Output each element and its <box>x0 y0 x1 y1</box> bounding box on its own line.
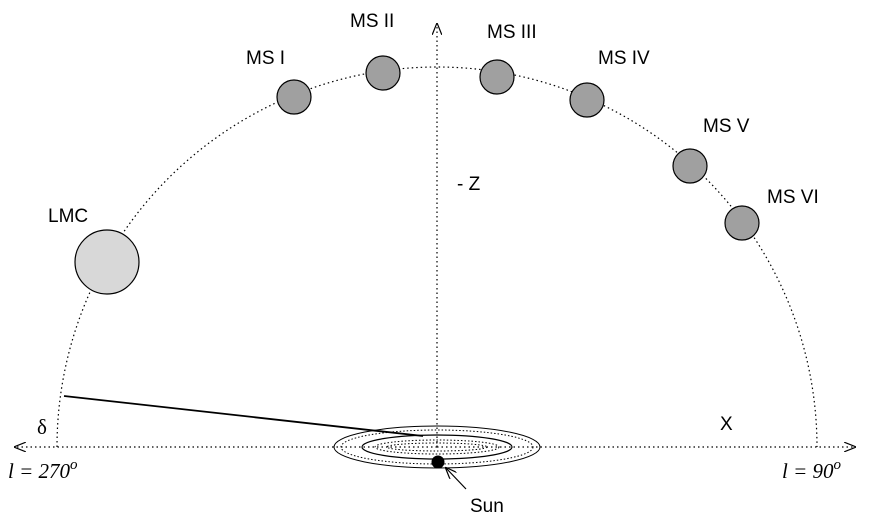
sun-pointer <box>446 468 467 490</box>
ms2-label: MS II <box>350 11 394 32</box>
ms5-cloud <box>672 148 708 184</box>
sun-label: Sun <box>470 496 504 517</box>
sun-dot <box>431 455 445 469</box>
ms4-cloud <box>569 82 605 118</box>
x-axis-label: X <box>720 414 733 435</box>
delta-line <box>63 395 424 437</box>
ms3-cloud <box>479 59 515 95</box>
l-270-label: l = 270o <box>8 457 78 483</box>
ms1-cloud <box>276 79 312 115</box>
l-90-label: l = 90o <box>782 457 842 483</box>
ms6-label: MS VI <box>767 187 819 208</box>
lmc-label: LMC <box>48 206 88 227</box>
delta-label: δ <box>37 415 47 439</box>
z-axis-label: - Z <box>457 174 481 195</box>
lmc-circle <box>74 229 140 295</box>
ms2-cloud <box>365 55 401 91</box>
ms4-label: MS IV <box>598 48 650 69</box>
ms1-label: MS I <box>246 48 285 69</box>
ms5-label: MS V <box>703 116 750 137</box>
ms3-label: MS III <box>487 22 537 43</box>
ms6-cloud <box>724 205 760 241</box>
